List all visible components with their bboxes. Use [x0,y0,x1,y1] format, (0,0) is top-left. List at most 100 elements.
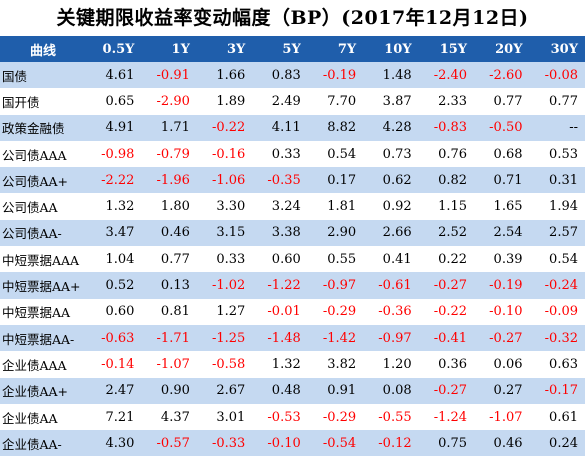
curve-name: 中短票据AA- [0,325,86,351]
curve-name: 企业债AA- [0,430,86,456]
value-cell: -0.36 [363,299,418,325]
value-cell: 0.46 [141,220,196,246]
value-cell: 0.39 [474,246,529,272]
value-cell: -0.33 [197,430,252,456]
value-cell: 2.54 [474,220,529,246]
value-cell: 0.71 [474,167,529,193]
value-cell: 7.70 [308,88,363,114]
value-cell: -2.22 [86,167,141,193]
value-cell: -0.53 [252,404,307,430]
curve-name: 政策金融债 [0,115,86,141]
column-header-5y: 5Y [252,36,307,62]
value-cell: -0.27 [419,378,474,404]
value-cell: -0.01 [252,299,307,325]
value-cell: 1.32 [252,351,307,377]
value-cell: 1.71 [141,115,196,141]
value-cell: 0.17 [308,167,363,193]
curve-name: 企业债AAA [0,351,86,377]
value-cell: 2.52 [419,220,474,246]
value-cell: 1.27 [197,299,252,325]
value-cell: 3.15 [197,220,252,246]
value-cell: 0.27 [474,378,529,404]
value-cell: 4.28 [363,115,418,141]
value-cell: 0.62 [363,167,418,193]
value-cell: -0.24 [530,272,585,298]
value-cell: -- [530,115,585,141]
column-header-0.5y: 0.5Y [86,36,141,62]
value-cell: 0.46 [474,430,529,456]
curve-name: 国开债 [0,88,86,114]
value-cell: 2.67 [197,378,252,404]
value-cell: -0.50 [474,115,529,141]
value-cell: 1.32 [86,193,141,219]
value-cell: -0.83 [419,115,474,141]
column-header-10y: 10Y [363,36,418,62]
value-cell: 0.55 [308,246,363,272]
value-cell: 0.81 [141,299,196,325]
value-cell: -0.97 [308,272,363,298]
value-cell: -0.35 [252,167,307,193]
value-cell: 3.38 [252,220,307,246]
value-cell: 2.66 [363,220,418,246]
value-cell: 0.08 [363,378,418,404]
value-cell: 8.82 [308,115,363,141]
value-cell: 3.82 [308,351,363,377]
value-cell: -0.09 [530,299,585,325]
value-cell: 1.94 [530,193,585,219]
table-row: 中短票据AA--0.63-1.71-1.25-1.48-1.42-0.97-0.… [0,325,585,351]
value-cell: 0.61 [530,404,585,430]
value-cell: 0.33 [197,246,252,272]
value-cell: -0.27 [474,325,529,351]
value-cell: 0.06 [474,351,529,377]
value-cell: 7.21 [86,404,141,430]
value-cell: -0.91 [141,62,196,88]
value-cell: 1.81 [308,193,363,219]
value-cell: -0.29 [308,404,363,430]
value-cell: 2.49 [252,88,307,114]
value-cell: -0.14 [86,351,141,377]
value-cell: 2.90 [308,220,363,246]
value-cell: -0.10 [252,430,307,456]
value-cell: 0.73 [363,141,418,167]
column-header-20y: 20Y [474,36,529,62]
value-cell: -0.61 [363,272,418,298]
curve-name: 国债 [0,62,86,88]
value-cell: -2.40 [419,62,474,88]
curve-name: 中短票据AA [0,299,86,325]
value-cell: 1.66 [197,62,252,88]
column-header-curve: 曲线 [0,36,86,62]
value-cell: 0.68 [474,141,529,167]
value-cell: 4.61 [86,62,141,88]
value-cell: -0.27 [419,272,474,298]
value-cell: -1.71 [141,325,196,351]
value-cell: -0.58 [197,351,252,377]
value-cell: 0.75 [419,430,474,456]
value-cell: 0.54 [308,141,363,167]
value-cell: 3.01 [197,404,252,430]
value-cell: 4.11 [252,115,307,141]
value-cell: 0.77 [530,88,585,114]
value-cell: -0.22 [197,115,252,141]
value-cell: 1.20 [363,351,418,377]
value-cell: -0.08 [530,62,585,88]
table-title: 关键期限收益率变动幅度（BP）(2017年12月12日) [0,0,585,36]
column-header-15y: 15Y [419,36,474,62]
column-header-1y: 1Y [141,36,196,62]
value-cell: -0.12 [363,430,418,456]
value-cell: 0.53 [530,141,585,167]
value-cell: 0.77 [141,246,196,272]
value-cell: 2.33 [419,88,474,114]
value-cell: 1.65 [474,193,529,219]
value-cell: -1.48 [252,325,307,351]
value-cell: -1.25 [197,325,252,351]
